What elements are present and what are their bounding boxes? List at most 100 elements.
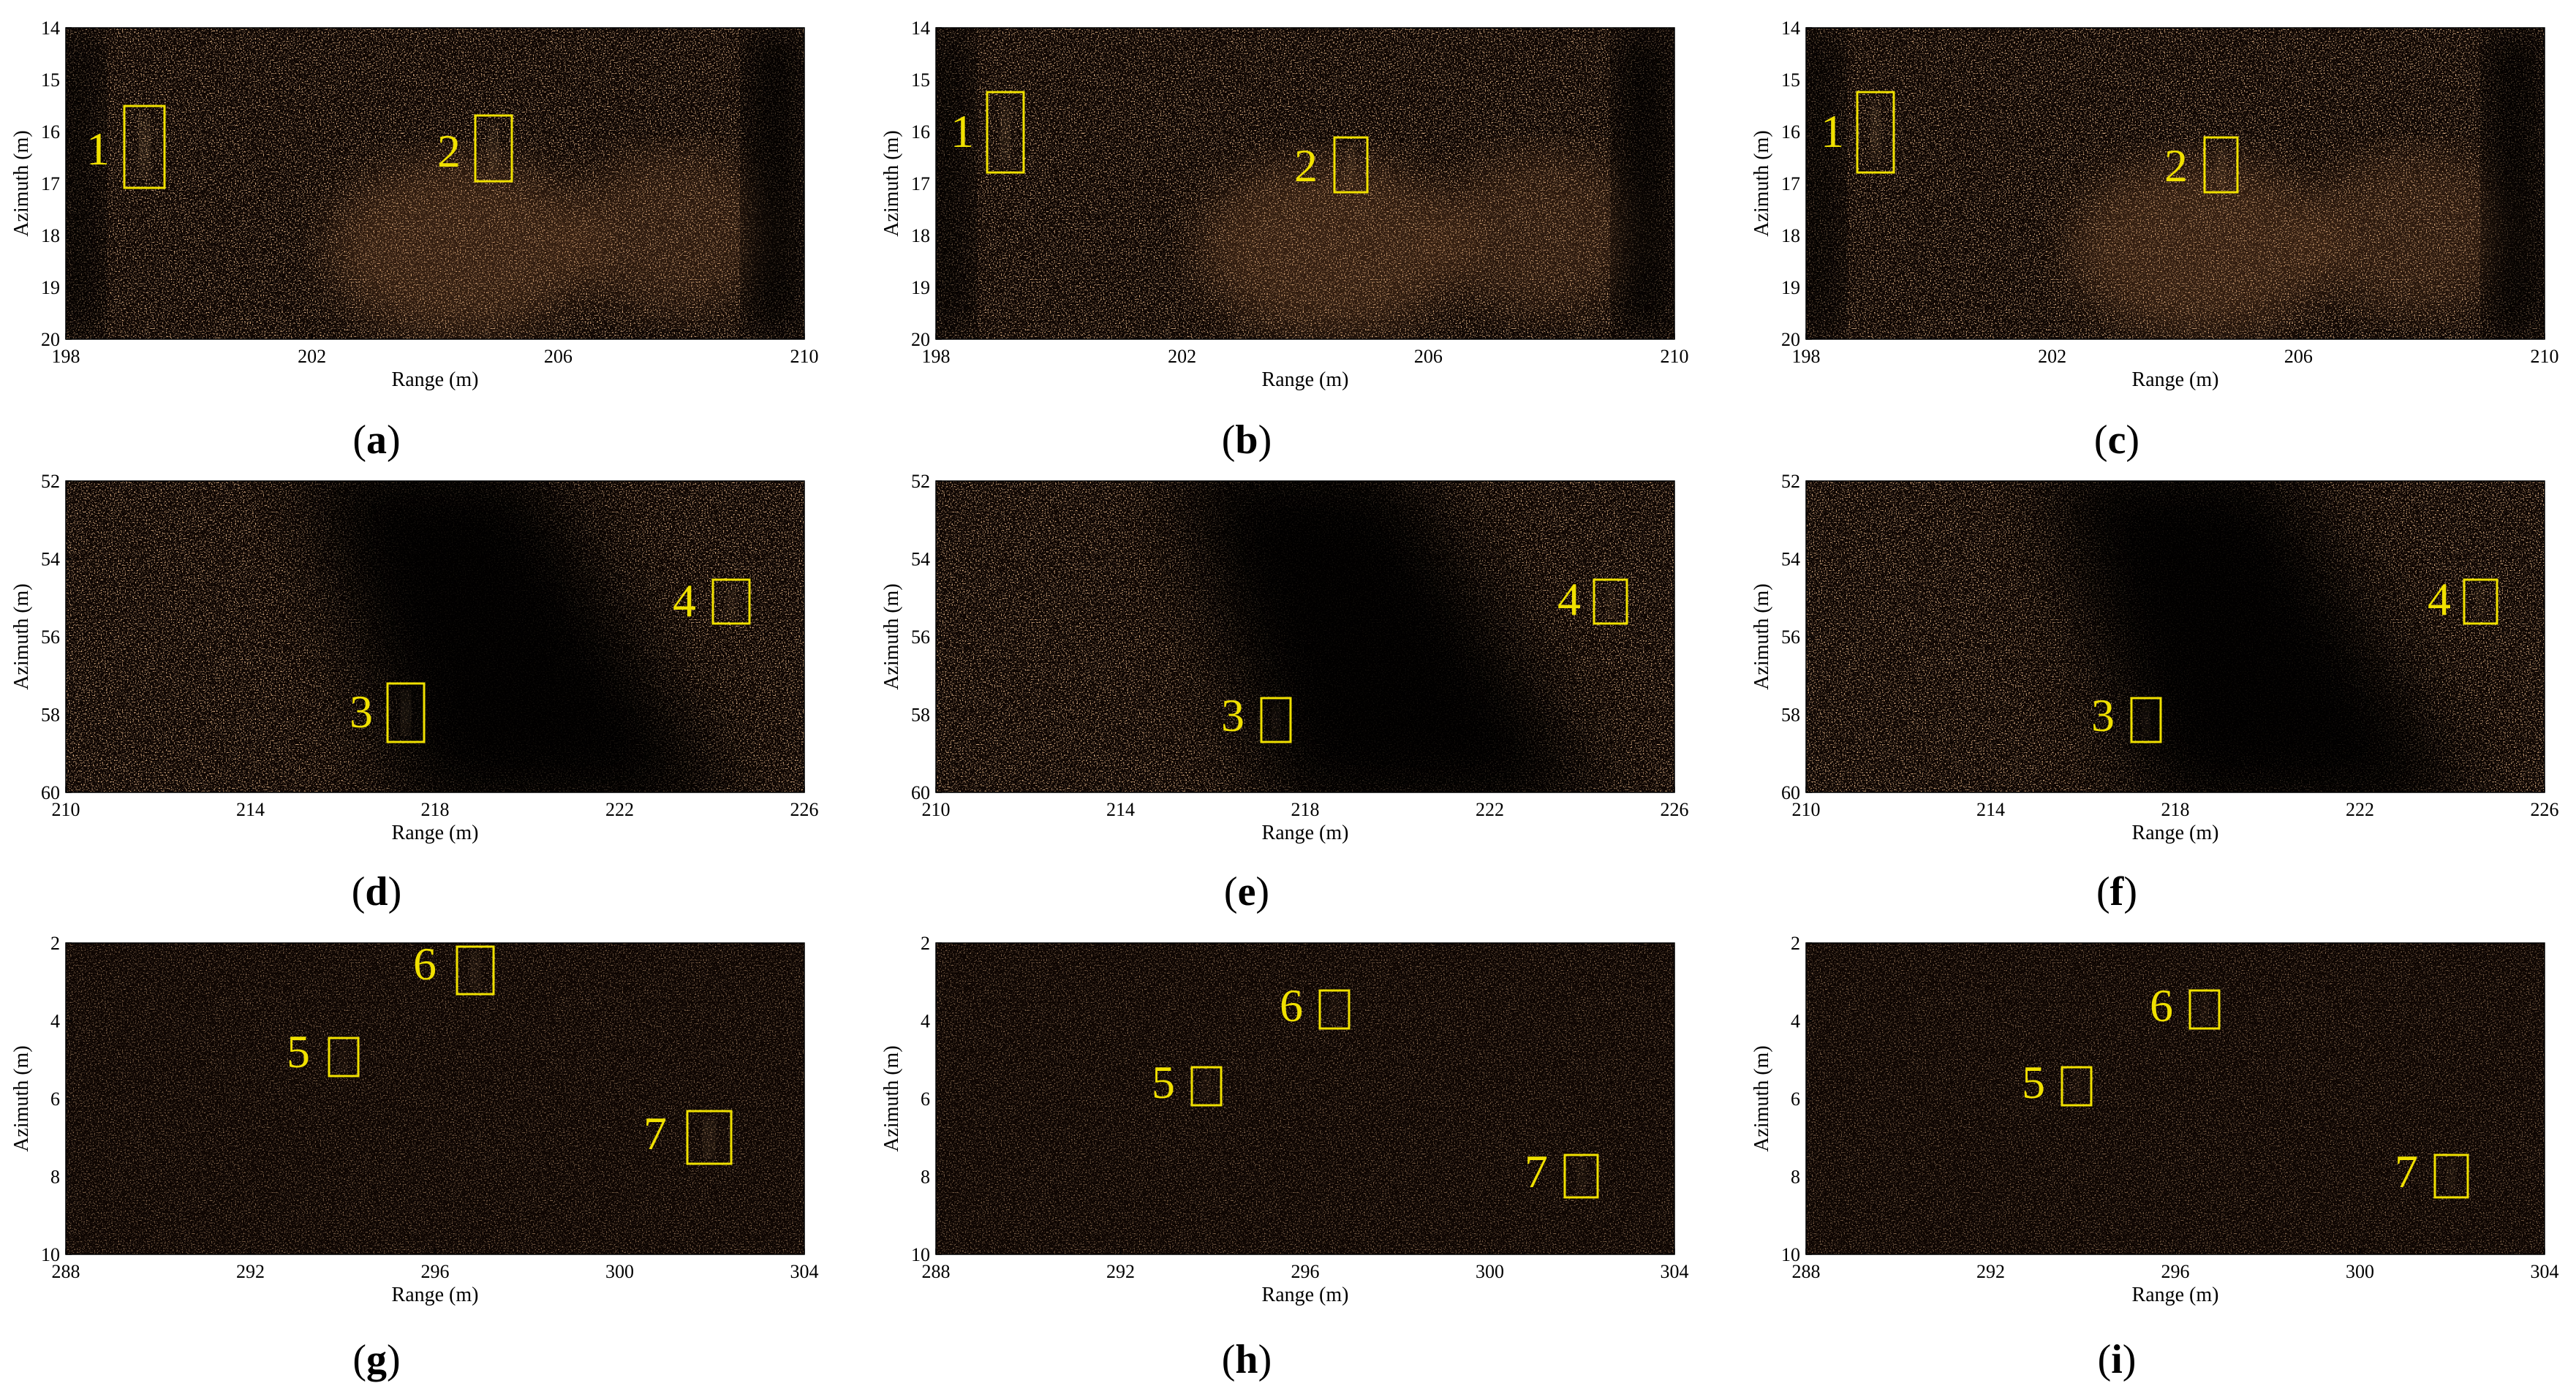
x-tick-label: 300 bbox=[605, 1261, 634, 1282]
target-number: 3 bbox=[350, 686, 373, 738]
target-number: 7 bbox=[1525, 1145, 1548, 1197]
y-tick-label: 58 bbox=[1781, 705, 1800, 726]
y-tick-label: 54 bbox=[1781, 549, 1800, 570]
target-box bbox=[1318, 989, 1351, 1030]
sonar-image bbox=[1806, 28, 2545, 339]
target-5: 5 bbox=[287, 1026, 360, 1077]
panel-caption: (f) bbox=[2096, 869, 2137, 914]
target-number: 5 bbox=[287, 1026, 310, 1077]
y-tick-label: 19 bbox=[1781, 277, 1800, 298]
target-box bbox=[2130, 697, 2162, 743]
y-tick-label: 20 bbox=[41, 329, 60, 350]
target-3: 3 bbox=[1221, 689, 1292, 743]
x-tick-label: 210 bbox=[790, 346, 819, 367]
x-tick-label: 198 bbox=[52, 346, 80, 367]
target-box bbox=[986, 91, 1025, 174]
target-number: 6 bbox=[413, 938, 437, 990]
target-5: 5 bbox=[2022, 1056, 2093, 1108]
sonar-image bbox=[1806, 943, 2545, 1254]
target-6: 6 bbox=[2150, 980, 2221, 1031]
target-box bbox=[1190, 1066, 1223, 1107]
target-7: 7 bbox=[2395, 1145, 2469, 1199]
panel-c: 198 202 206 210 14 15 16 17 18 19 20 Range (m) Azimu… bbox=[1750, 18, 2559, 463]
target-number: 1 bbox=[951, 105, 974, 157]
x-tick-label: 210 bbox=[1792, 799, 1821, 820]
target-2: 2 bbox=[437, 114, 513, 183]
y-tick-label: 10 bbox=[1781, 1244, 1800, 1265]
target-number: 2 bbox=[437, 125, 461, 177]
y-tick-label: 16 bbox=[1781, 121, 1800, 143]
y-tick-label: 58 bbox=[41, 705, 60, 726]
y-tick-label: 8 bbox=[1791, 1167, 1800, 1188]
y-tick-label: 56 bbox=[911, 626, 930, 648]
x-tick-label: 210 bbox=[2531, 346, 2559, 367]
target-3: 3 bbox=[2091, 689, 2162, 743]
panel-caption: (a) bbox=[352, 417, 400, 463]
y-tick-label: 60 bbox=[1781, 782, 1800, 803]
x-axis-label: Range (m) bbox=[2132, 822, 2219, 844]
y-axis-label: Azimuth (m) bbox=[10, 583, 33, 689]
panel-e: 210 214 218 222 226 52 54 56 58 60 Range (m) Azimut… bbox=[880, 471, 1689, 914]
target-6: 6 bbox=[1280, 980, 1351, 1031]
x-tick-label: 288 bbox=[922, 1261, 951, 1282]
target-box bbox=[1563, 1154, 1599, 1199]
y-tick-label: 18 bbox=[911, 225, 930, 246]
target-4: 4 bbox=[673, 575, 751, 626]
y-tick-label: 6 bbox=[921, 1088, 930, 1110]
target-number: 4 bbox=[673, 575, 696, 626]
y-tick-label: 6 bbox=[1791, 1088, 1800, 1110]
sonar-image bbox=[936, 943, 1674, 1254]
y-tick-label: 10 bbox=[41, 1244, 60, 1265]
y-tick-label: 16 bbox=[41, 121, 60, 143]
x-tick-label: 300 bbox=[2346, 1261, 2374, 1282]
y-tick-label: 4 bbox=[1791, 1011, 1800, 1032]
target-box bbox=[2061, 1066, 2093, 1107]
y-tick-label: 15 bbox=[41, 69, 60, 91]
y-axis-label: Azimuth (m) bbox=[1750, 583, 1773, 689]
y-tick-label: 18 bbox=[1781, 225, 1800, 246]
x-tick-label: 292 bbox=[1976, 1261, 2005, 1282]
x-axis-label: Range (m) bbox=[392, 822, 479, 844]
sonar-image bbox=[66, 28, 804, 339]
y-tick-label: 18 bbox=[41, 225, 60, 246]
x-axis-label: Range (m) bbox=[2132, 1284, 2219, 1306]
target-box bbox=[711, 578, 751, 625]
y-tick-label: 2 bbox=[921, 933, 930, 954]
y-tick-label: 14 bbox=[1781, 18, 1800, 39]
x-tick-label: 226 bbox=[2531, 799, 2559, 820]
x-tick-label: 214 bbox=[1976, 799, 2005, 820]
sonar-image bbox=[936, 481, 1674, 792]
x-tick-label: 206 bbox=[1414, 346, 1443, 367]
target-box bbox=[456, 945, 495, 996]
target-7: 7 bbox=[643, 1107, 733, 1165]
target-1: 1 bbox=[86, 105, 166, 189]
y-tick-label: 15 bbox=[1781, 69, 1800, 91]
x-tick-label: 198 bbox=[922, 346, 951, 367]
y-tick-label: 4 bbox=[921, 1011, 930, 1032]
sonar-image bbox=[66, 943, 804, 1254]
x-tick-label: 214 bbox=[1106, 799, 1135, 820]
x-tick-label: 198 bbox=[1792, 346, 1821, 367]
x-tick-label: 296 bbox=[421, 1261, 450, 1282]
y-tick-label: 54 bbox=[41, 549, 60, 570]
target-7: 7 bbox=[1525, 1145, 1599, 1199]
panel-caption: (i) bbox=[2098, 1337, 2137, 1382]
x-tick-label: 304 bbox=[1661, 1261, 1689, 1282]
y-tick-label: 16 bbox=[911, 121, 930, 143]
y-tick-label: 58 bbox=[911, 705, 930, 726]
sonar-image bbox=[1806, 481, 2545, 792]
target-box bbox=[386, 682, 426, 743]
target-number: 6 bbox=[2150, 980, 2173, 1031]
sonar-image bbox=[66, 481, 804, 792]
x-axis-label: Range (m) bbox=[1262, 368, 1349, 391]
panel-a: 198 202 206 210 14 15 16 17 18 19 20 Range (m) Azimu… bbox=[10, 18, 819, 463]
target-3: 3 bbox=[350, 682, 426, 743]
y-tick-label: 8 bbox=[50, 1167, 60, 1188]
y-tick-label: 14 bbox=[41, 18, 60, 39]
y-tick-label: 17 bbox=[41, 173, 60, 194]
target-4: 4 bbox=[2428, 573, 2498, 625]
target-box bbox=[1333, 136, 1369, 194]
x-axis-label: Range (m) bbox=[1262, 1284, 1349, 1306]
x-tick-label: 304 bbox=[790, 1261, 819, 1282]
y-axis-label: Azimuth (m) bbox=[1750, 130, 1773, 236]
